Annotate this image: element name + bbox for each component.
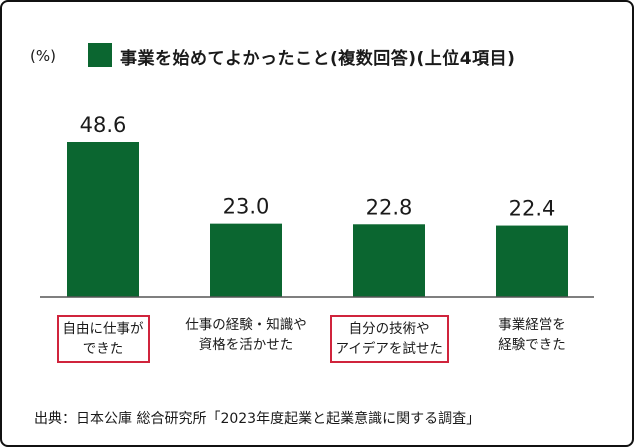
legend-swatch xyxy=(88,43,112,67)
data-label-3: 22.4 xyxy=(509,197,556,221)
bar-1 xyxy=(210,223,282,297)
data-label-1: 23.0 xyxy=(223,195,270,219)
bar-0 xyxy=(67,142,139,297)
data-label-2: 22.8 xyxy=(366,195,413,219)
x-tick-label-3: 事業経営を 経験できた xyxy=(498,317,566,353)
data-label-0: 48.6 xyxy=(80,113,127,137)
source-note: 出典：日本公庫 総合研究所「2023年度起業と起業意識に関する調査」 xyxy=(34,411,481,427)
legend-label: 事業を始めてよかったこと(複数回答)(上位4項目) xyxy=(120,49,516,69)
bar-2 xyxy=(353,224,425,297)
x-tick-label-1: 仕事の経験・知識や 資格を活かせた xyxy=(185,317,307,353)
x-tick-label-0: 自由に仕事が できた xyxy=(56,315,150,363)
y-unit-label: (%) xyxy=(30,47,56,65)
bar-3 xyxy=(496,225,568,297)
x-tick-label-2: 自分の技術や アイデアを試せた xyxy=(329,315,449,363)
